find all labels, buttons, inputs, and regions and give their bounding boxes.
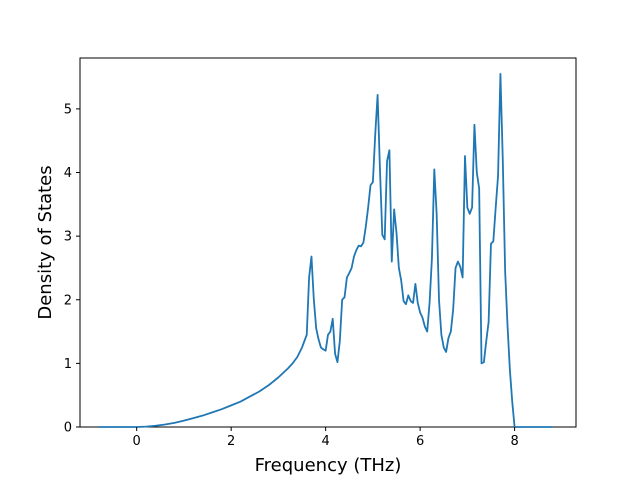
y-axis-ticks: 0 1 2 3 4 5 [64,102,80,436]
series-layer [98,73,553,428]
dos-series-line-0 [98,73,553,428]
x-tick-label: 0 [133,434,141,449]
x-tick-label: 8 [510,434,518,449]
x-tick-label: 2 [227,434,235,449]
y-tick-label: 2 [64,293,72,308]
y-tick-label: 0 [64,421,72,436]
y-tick-label: 3 [64,230,72,245]
y-tick-label: 5 [64,102,72,117]
y-axis-label: Density of States [35,165,56,319]
x-tick-label: 4 [321,434,329,449]
x-axis-label: Frequency (THz) [255,455,402,476]
x-axis-ticks: 0 2 4 6 8 [133,427,519,449]
y-tick-label: 4 [64,166,72,181]
y-tick-label: 1 [64,357,72,372]
x-tick-label: 6 [416,434,424,449]
